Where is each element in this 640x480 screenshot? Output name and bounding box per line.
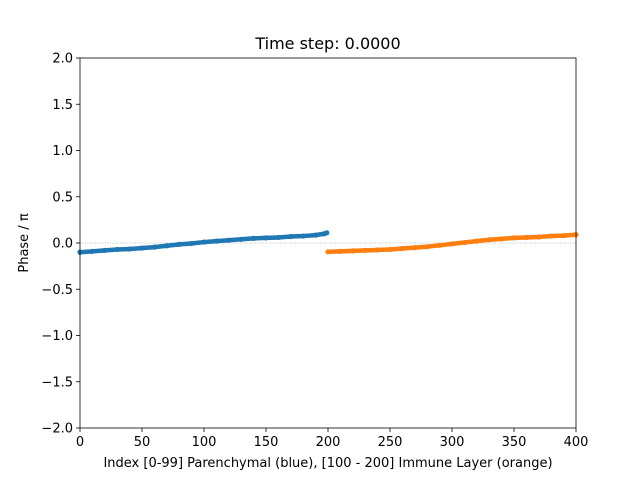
y-tick-label: 0.0 bbox=[52, 237, 73, 252]
y-tick-label: −1.5 bbox=[41, 375, 73, 390]
y-tick-label: 1.5 bbox=[52, 98, 73, 113]
x-axis-label: Index [0-99] Parenchymal (blue), [100 - … bbox=[103, 456, 552, 471]
series-1-band bbox=[77, 230, 330, 255]
y-axis-ticks: 2.0 1.5 1.0 0.5 0.0 −0.5 −1.0 −1.5 −2.0 bbox=[41, 52, 80, 437]
series-1-point bbox=[275, 234, 281, 241]
series-1-point bbox=[251, 235, 257, 241]
series-2-point bbox=[511, 235, 517, 241]
series-2-point bbox=[412, 245, 418, 251]
series-2-point bbox=[449, 241, 455, 247]
series-1-point bbox=[324, 230, 330, 236]
series-layer bbox=[77, 230, 579, 255]
series-2-point bbox=[424, 244, 430, 250]
series-2-point bbox=[499, 236, 505, 242]
chart-title: Time step: 0.0000 bbox=[254, 34, 400, 53]
series-1-point bbox=[139, 245, 145, 251]
x-tick-label: 0 bbox=[76, 435, 84, 450]
series-2-point bbox=[375, 247, 381, 253]
y-tick-label: 0.5 bbox=[52, 190, 73, 205]
x-axis-ticks: 0 50 100 150 200 250 300 350 400 bbox=[76, 428, 589, 450]
series-1-point bbox=[114, 246, 120, 253]
series-1-point bbox=[89, 248, 95, 254]
series-2-point bbox=[350, 248, 356, 254]
y-tick-label: −1.0 bbox=[41, 329, 73, 344]
series-1-point bbox=[164, 243, 170, 249]
series-2-point bbox=[486, 237, 492, 243]
series-2-point bbox=[461, 239, 467, 246]
series-1-point bbox=[102, 247, 108, 253]
series-1-point bbox=[288, 233, 294, 240]
series-2-point bbox=[474, 238, 480, 244]
series-2-point bbox=[536, 234, 542, 240]
x-tick-label: 300 bbox=[440, 435, 465, 450]
series-2-point bbox=[362, 247, 368, 253]
series-2-point bbox=[523, 234, 530, 241]
series-2-point bbox=[561, 233, 567, 239]
series-2-point bbox=[548, 233, 554, 239]
y-tick-label: −0.5 bbox=[41, 283, 73, 298]
y-tick-label: 1.0 bbox=[52, 144, 73, 159]
series-2-point bbox=[325, 249, 331, 255]
series-1-point bbox=[238, 236, 244, 242]
x-tick-label: 100 bbox=[192, 435, 217, 450]
x-tick-label: 150 bbox=[254, 435, 279, 450]
series-1-point bbox=[226, 237, 232, 243]
series-1-point bbox=[127, 246, 133, 252]
y-axis-label: Phase / π bbox=[17, 213, 32, 272]
series-1-point bbox=[213, 238, 219, 244]
x-tick-label: 250 bbox=[378, 435, 403, 450]
series-2-point bbox=[437, 242, 443, 248]
series-2-point bbox=[399, 245, 405, 252]
series-1-point bbox=[263, 235, 269, 241]
y-tick-label: −2.0 bbox=[41, 422, 73, 437]
series-1-point bbox=[300, 233, 306, 239]
y-tick-label: 2.0 bbox=[52, 52, 73, 67]
series-1-point bbox=[201, 239, 207, 245]
x-tick-label: 200 bbox=[316, 435, 341, 450]
series-2-point bbox=[387, 246, 393, 253]
series-1-point bbox=[151, 244, 157, 250]
series-1-point bbox=[313, 232, 319, 238]
x-tick-label: 50 bbox=[134, 435, 151, 450]
series-1-point bbox=[176, 241, 182, 247]
x-tick-label: 350 bbox=[502, 435, 527, 450]
series-2 bbox=[325, 232, 579, 255]
series-2-point bbox=[337, 248, 343, 254]
series-1-point bbox=[189, 240, 195, 247]
x-tick-label: 400 bbox=[564, 435, 589, 450]
plot-area bbox=[77, 57, 579, 429]
